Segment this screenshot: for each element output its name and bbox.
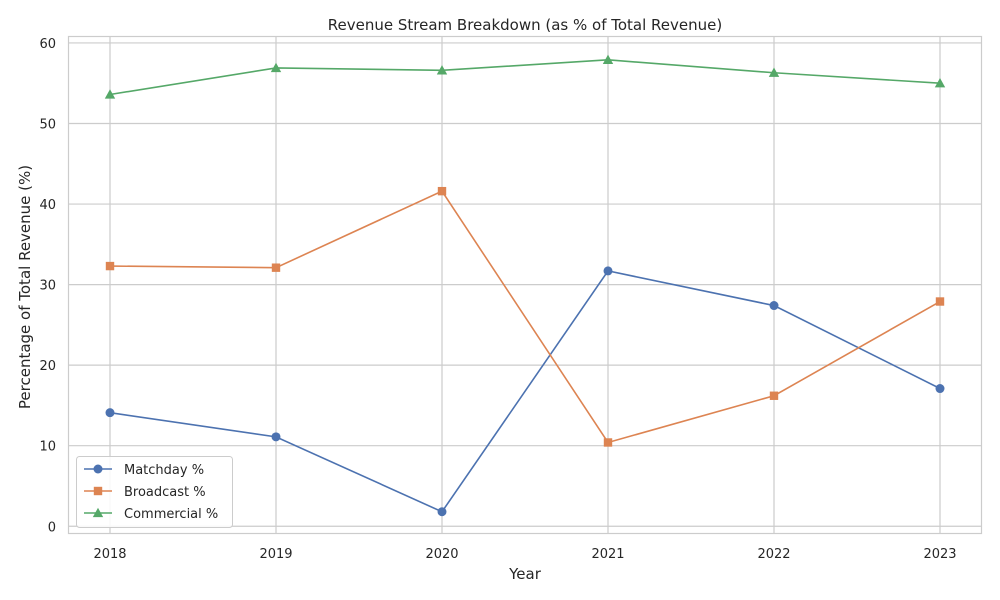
series-layer <box>104 54 946 517</box>
data-point <box>270 62 282 73</box>
y-tick-label: 60 <box>39 37 56 52</box>
series-line <box>109 59 941 96</box>
data-point <box>271 263 281 272</box>
data-point <box>935 297 945 306</box>
x-tick-label: 2018 <box>93 547 126 562</box>
series-line <box>109 270 941 513</box>
x-axis-label: Year <box>508 565 542 583</box>
series-2 <box>105 186 945 447</box>
x-tick-label: 2020 <box>425 547 458 562</box>
data-point <box>769 301 779 311</box>
legend-label: Commercial % <box>124 507 218 522</box>
data-point <box>437 186 447 196</box>
y-tick-label: 50 <box>39 117 56 132</box>
legend-label: Matchday % <box>124 463 204 478</box>
chart-title: Revenue Stream Breakdown (as % of Total … <box>328 16 722 34</box>
series-1 <box>105 266 945 517</box>
series-3 <box>104 54 946 99</box>
y-tick-label: 30 <box>39 279 56 294</box>
data-point <box>935 384 945 394</box>
data-point <box>602 54 614 65</box>
legend-marker <box>92 507 104 518</box>
data-point <box>768 67 780 77</box>
legend-marker <box>93 486 103 496</box>
y-tick-label: 20 <box>39 359 56 374</box>
legend-box <box>76 456 233 528</box>
data-point <box>603 438 613 447</box>
data-point <box>271 432 281 442</box>
data-point <box>104 89 116 99</box>
x-tick-label: 2023 <box>923 547 956 562</box>
data-point <box>769 391 779 400</box>
y-tick-label: 40 <box>39 198 56 213</box>
data-point <box>437 507 447 517</box>
data-point <box>603 266 613 276</box>
y-axis-label: Percentage of Total Revenue (%) <box>16 165 34 409</box>
y-tick-label: 10 <box>39 440 56 455</box>
legend-marker <box>93 464 103 474</box>
x-axis-ticks: 2018 2019 2020 2021 2022 2023 <box>93 547 956 562</box>
x-tick-label: 2021 <box>591 547 624 562</box>
data-point <box>436 65 448 75</box>
legend: Matchday % Broadcast % Commercial % <box>76 456 233 528</box>
data-point <box>934 78 946 88</box>
x-tick-label: 2019 <box>259 547 292 562</box>
x-tick-label: 2022 <box>757 547 790 562</box>
series-line <box>109 190 941 444</box>
data-point <box>105 408 115 418</box>
y-axis-ticks: 0 10 20 30 40 50 60 <box>39 37 56 535</box>
data-point <box>105 261 115 271</box>
y-tick-label: 0 <box>48 520 56 535</box>
legend-label: Broadcast % <box>124 485 206 500</box>
